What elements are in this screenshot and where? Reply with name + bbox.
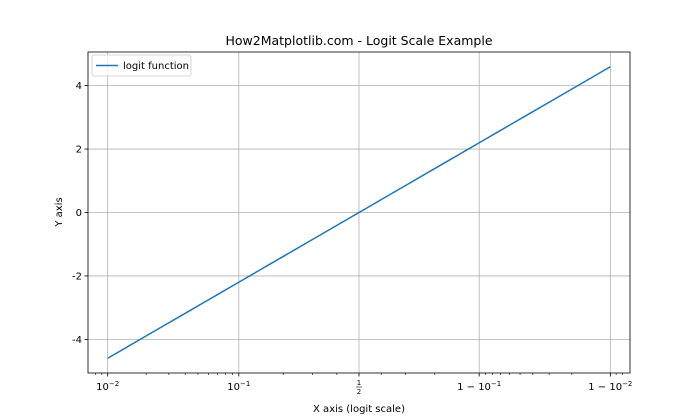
- x-axis-label: X axis (logit scale): [313, 404, 405, 415]
- x-tick-text: 10−1: [227, 380, 250, 393]
- y-tick-label: -2: [72, 271, 82, 282]
- x-tick-label: 1 − 10−2: [588, 380, 632, 393]
- legend-box: [91, 54, 192, 77]
- minor-ticks: [95, 373, 623, 375]
- y-tick-label: 2: [76, 145, 82, 156]
- x-tick-label: 10−2: [96, 380, 119, 393]
- y-tick-label: 0: [76, 208, 82, 219]
- series-lines: [107, 66, 611, 359]
- y-axis-ticks: -4 -2 0 2 4: [72, 81, 88, 346]
- series-line: [107, 66, 611, 359]
- x-axis-ticks: 10−2 10−1 12 1 − 10−1 1 − 10−2: [96, 373, 632, 396]
- legend: logit function: [91, 54, 192, 77]
- x-tick-text: 1 − 10−2: [588, 380, 632, 393]
- y-axis-label: Y axis: [54, 197, 65, 227]
- x-tick-denominator: 2: [357, 388, 361, 396]
- x-tick-label: 12: [356, 379, 362, 396]
- plot-area-frame: [87, 51, 631, 374]
- legend-label: logit function: [123, 61, 189, 72]
- x-tick-text: 10−2: [96, 380, 119, 393]
- x-tick-text: 1 − 10−1: [457, 380, 501, 393]
- x-tick-numerator: 1: [357, 379, 361, 387]
- x-tick-label: 1 − 10−1: [457, 380, 501, 393]
- x-tick-label: 10−1: [227, 380, 250, 393]
- y-tick-label: -4: [72, 335, 82, 346]
- y-tick-label: 4: [76, 81, 82, 92]
- chart-title: How2Matplotlib.com - Logit Scale Example: [225, 33, 492, 48]
